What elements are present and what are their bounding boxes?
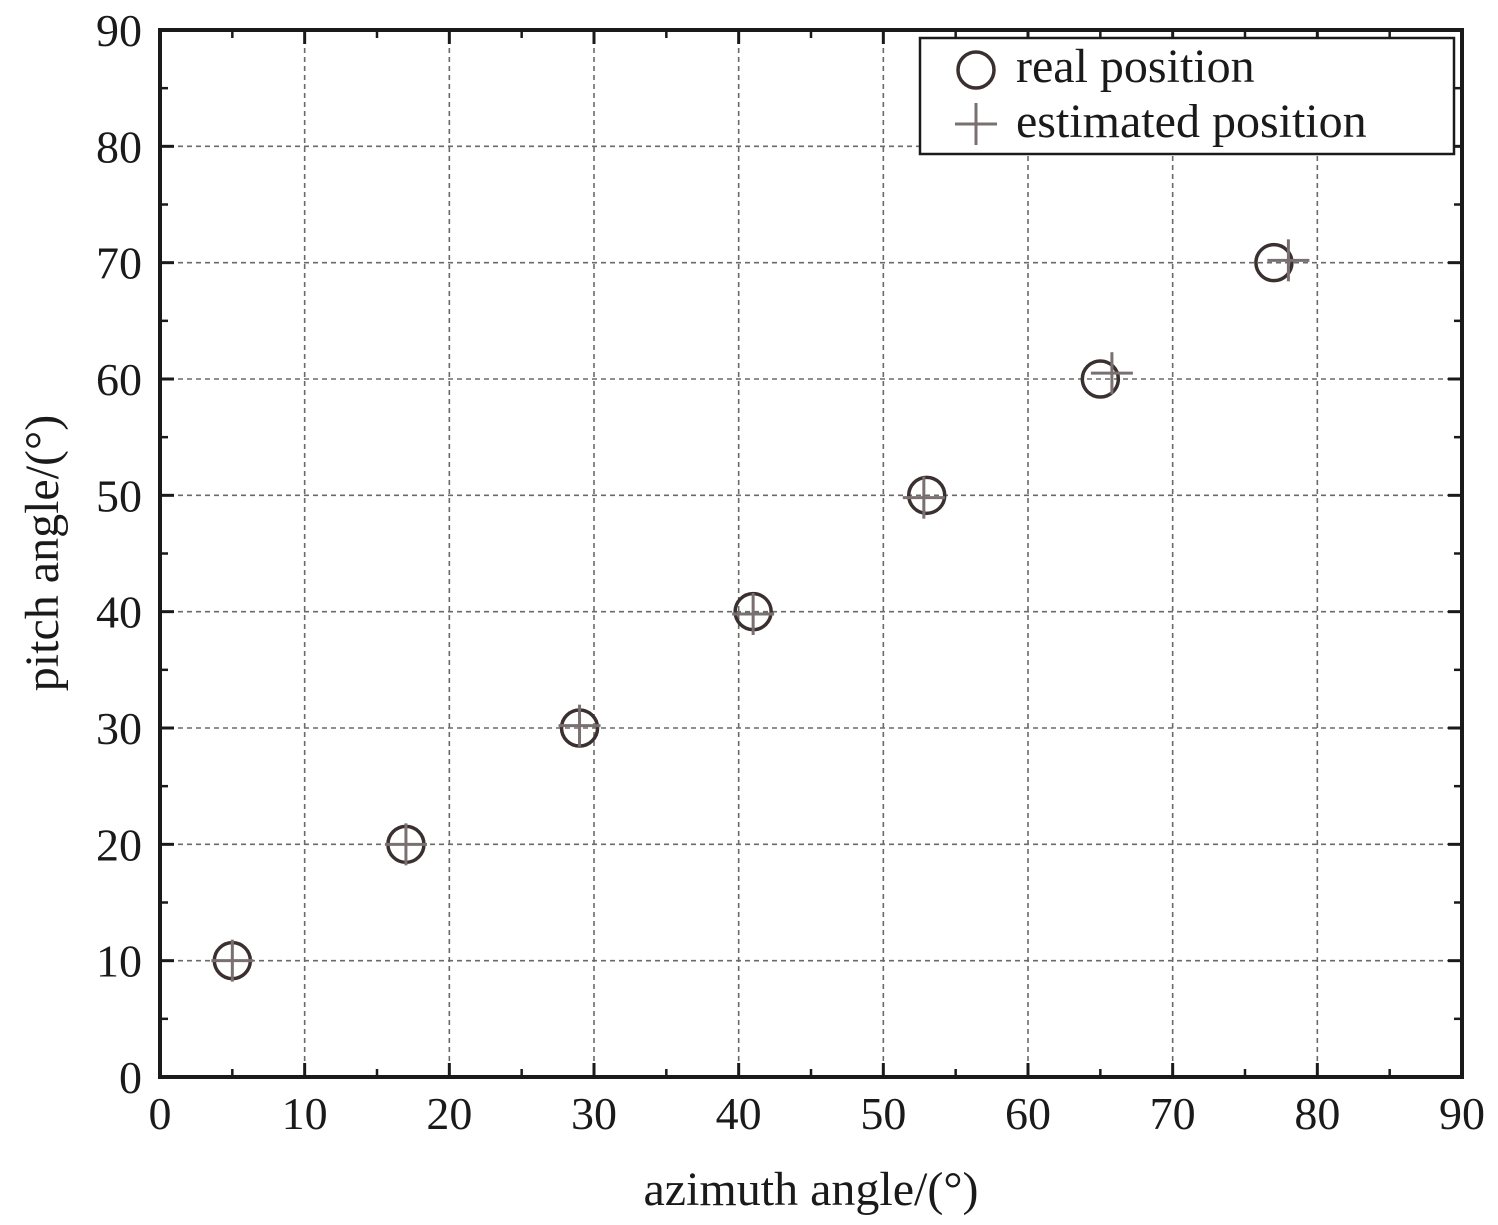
estimated-position-point xyxy=(558,704,601,747)
y-tick-label: 10 xyxy=(96,936,142,987)
x-tick-label: 40 xyxy=(716,1088,762,1139)
y-tick-label: 80 xyxy=(96,121,142,172)
legend-box xyxy=(918,36,1456,156)
legend-circle-marker xyxy=(956,50,996,90)
y-tick-labels: 0 10 20 30 40 50 60 70 80 90 xyxy=(96,5,142,1103)
legend: real position estimated position xyxy=(918,36,1456,156)
x-tick-label: 10 xyxy=(282,1088,328,1139)
estimated-position-point xyxy=(732,592,775,635)
estimated-position-point xyxy=(1267,239,1310,282)
y-tick-label: 30 xyxy=(96,703,142,754)
y-tick-label: 20 xyxy=(96,819,142,870)
x-tick-labels: 0 10 20 30 40 50 60 70 80 90 xyxy=(149,1088,1486,1139)
data-series xyxy=(211,239,1310,982)
x-axis-title: azimuth angle/(°) xyxy=(643,1163,978,1216)
x-tick-label: 90 xyxy=(1439,1088,1485,1139)
grid xyxy=(160,30,1462,1077)
x-tick-label: 30 xyxy=(571,1088,617,1139)
legend-marker-real-position xyxy=(956,50,996,90)
y-tick-label: 50 xyxy=(96,470,142,521)
estimated-position-point xyxy=(384,823,427,866)
x-tick-label: 60 xyxy=(1005,1088,1051,1139)
x-tick-label: 80 xyxy=(1294,1088,1340,1139)
y-tick-label: 90 xyxy=(96,5,142,56)
y-tick-label: 60 xyxy=(96,354,142,405)
legend-plus-marker xyxy=(955,103,997,145)
estimated-position-point xyxy=(211,939,254,982)
y-tick-label: 40 xyxy=(96,587,142,638)
x-tick-label: 50 xyxy=(860,1088,906,1139)
estimated-position-point xyxy=(902,476,945,519)
legend-label-real-position: real position xyxy=(1016,40,1255,93)
series-estimated-position xyxy=(211,239,1310,982)
y-tick-label: 70 xyxy=(96,238,142,289)
real-position-point xyxy=(1080,359,1121,399)
real-position-point xyxy=(1254,242,1294,283)
legend-label-estimated-position: estimated position xyxy=(1016,95,1367,148)
legend-marker-estimated-position xyxy=(955,103,997,145)
x-tick-label: 20 xyxy=(426,1088,472,1139)
real-position-point xyxy=(906,475,947,516)
x-tick-label: 70 xyxy=(1150,1088,1196,1139)
y-tick-label: 0 xyxy=(119,1052,142,1103)
plot-area-frame xyxy=(158,28,1464,1079)
y-axis-title: pitch angle/(°) xyxy=(16,415,69,691)
x-tick-label: 0 xyxy=(149,1088,172,1139)
estimated-position-point xyxy=(1090,352,1133,395)
